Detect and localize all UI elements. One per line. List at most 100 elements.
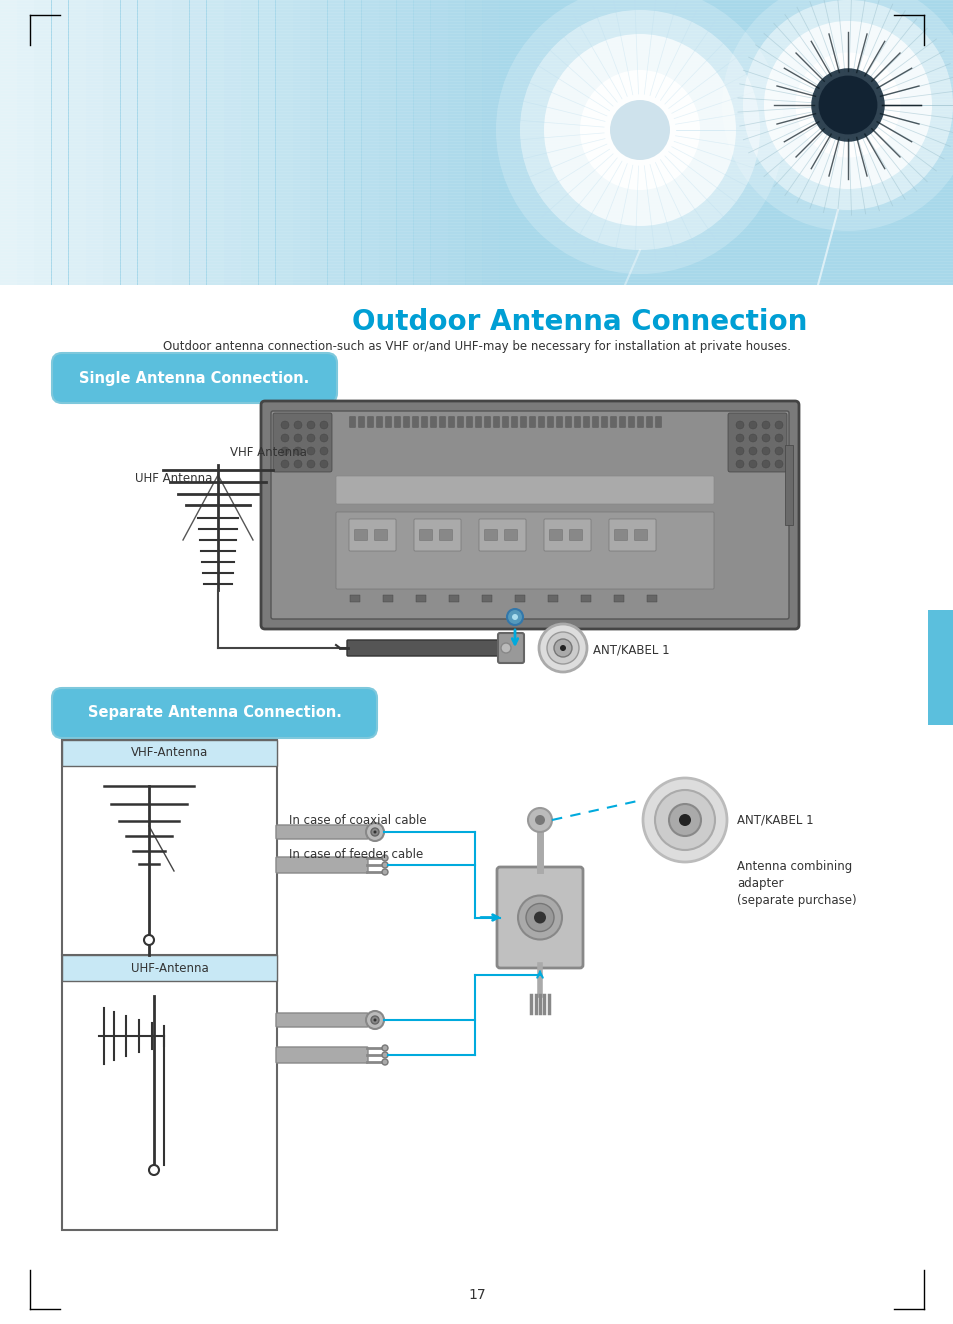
Circle shape [527,808,552,831]
Circle shape [496,0,783,274]
Text: ANT/KABEL 1: ANT/KABEL 1 [737,813,813,826]
FancyBboxPatch shape [574,417,579,428]
FancyBboxPatch shape [727,413,786,471]
Circle shape [319,459,328,467]
FancyBboxPatch shape [349,417,355,428]
Bar [69,0,86,285]
Bar [396,0,413,285]
Text: ANT/KABEL 1: ANT/KABEL 1 [593,643,669,657]
FancyBboxPatch shape [565,417,571,428]
FancyBboxPatch shape [412,417,418,428]
Circle shape [374,1018,376,1022]
Circle shape [294,459,302,467]
Circle shape [294,448,302,455]
FancyBboxPatch shape [556,417,562,428]
Circle shape [144,935,153,945]
Circle shape [761,459,769,467]
Bar [449,594,458,602]
Bar [224,0,240,285]
FancyBboxPatch shape [403,417,409,428]
Bar [465,0,481,285]
FancyBboxPatch shape [634,530,647,540]
Bar [62,740,276,1230]
Circle shape [642,779,726,862]
FancyBboxPatch shape [275,1013,368,1027]
FancyBboxPatch shape [484,417,490,428]
FancyBboxPatch shape [628,417,634,428]
FancyBboxPatch shape [439,417,445,428]
Bar [416,594,426,602]
Bar [241,0,257,285]
FancyBboxPatch shape [484,530,497,540]
Bar [344,0,361,285]
Circle shape [761,421,769,429]
Circle shape [774,448,782,455]
Circle shape [506,609,522,625]
Text: In case of feeder cable: In case of feeder cable [289,849,423,862]
Bar [448,0,464,285]
Circle shape [307,434,314,442]
Bar [646,594,657,602]
FancyBboxPatch shape [569,530,582,540]
FancyBboxPatch shape [927,610,953,726]
Bar [103,0,120,285]
Circle shape [307,421,314,429]
Circle shape [294,421,302,429]
FancyBboxPatch shape [275,857,368,873]
Circle shape [366,1012,384,1029]
FancyBboxPatch shape [520,417,526,428]
Circle shape [774,434,782,442]
Circle shape [774,459,782,467]
Circle shape [366,824,384,841]
Circle shape [609,101,669,160]
FancyBboxPatch shape [335,512,713,589]
FancyBboxPatch shape [261,401,799,629]
Bar [499,0,517,285]
Bar [62,955,276,981]
FancyBboxPatch shape [478,519,525,551]
FancyBboxPatch shape [375,530,387,540]
FancyBboxPatch shape [511,417,517,428]
FancyBboxPatch shape [275,1047,368,1063]
FancyBboxPatch shape [466,417,472,428]
Bar [190,0,206,285]
Circle shape [818,75,877,135]
FancyBboxPatch shape [367,417,374,428]
Text: Outdoor antenna connection-such as VHF or/and UHF-may be necessary for installat: Outdoor antenna connection-such as VHF o… [163,340,790,354]
Bar [17,0,34,285]
FancyBboxPatch shape [493,417,499,428]
Bar [327,0,344,285]
Circle shape [307,448,314,455]
FancyBboxPatch shape [376,417,382,428]
Circle shape [149,1165,159,1174]
Circle shape [534,911,545,924]
Circle shape [319,434,328,442]
Circle shape [721,0,953,230]
Bar [62,740,276,767]
FancyBboxPatch shape [52,354,336,402]
FancyBboxPatch shape [547,417,553,428]
FancyBboxPatch shape [583,417,589,428]
FancyBboxPatch shape [349,519,395,551]
Text: Single Antenna Connection.: Single Antenna Connection. [79,371,310,385]
Bar [207,0,223,285]
FancyBboxPatch shape [439,530,452,540]
Circle shape [774,421,782,429]
Text: In case of coaxial cable: In case of coaxial cable [289,813,426,826]
Circle shape [538,624,586,673]
FancyBboxPatch shape [395,417,400,428]
FancyBboxPatch shape [457,417,463,428]
Circle shape [519,11,760,250]
Circle shape [381,1059,388,1064]
FancyBboxPatch shape [504,530,517,540]
Circle shape [500,643,511,653]
Text: 17: 17 [468,1288,485,1301]
Bar [0,0,953,285]
Circle shape [381,1053,388,1058]
FancyBboxPatch shape [529,417,535,428]
Bar [86,0,103,285]
FancyBboxPatch shape [655,417,660,428]
Text: UHF-Antenna: UHF-Antenna [131,961,208,974]
Bar [293,0,310,285]
Bar [414,0,430,285]
